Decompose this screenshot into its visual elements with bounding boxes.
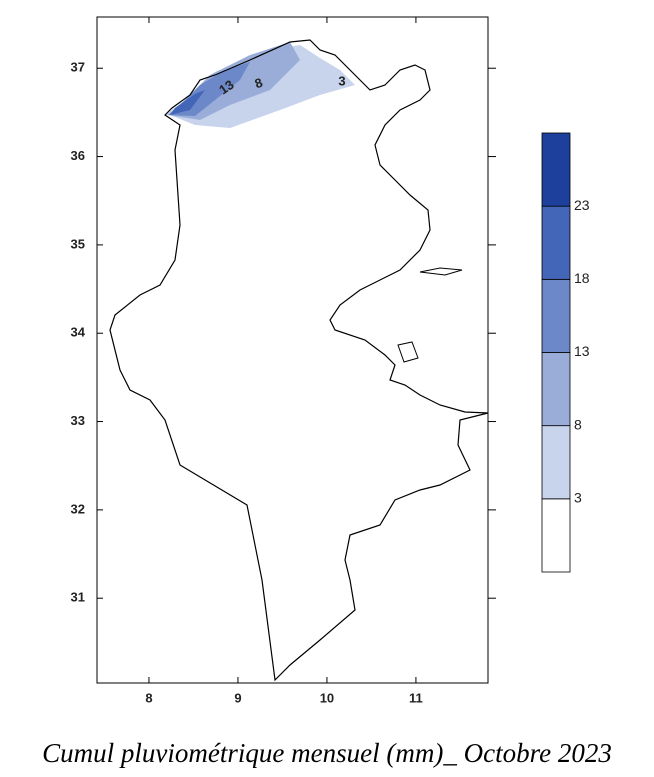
colorbar-bin (541, 498, 571, 573)
y-tick-label: 33 (71, 413, 85, 428)
colorbar-bin (541, 205, 571, 280)
colorbar-label: 3 (574, 490, 582, 506)
x-tick-label: 9 (234, 690, 241, 705)
colorbar-bin (541, 425, 571, 500)
y-tick-label: 34 (71, 325, 86, 340)
y-tick-label: 35 (71, 236, 85, 251)
contour-label: 8 (253, 75, 265, 92)
contour-label: 3 (338, 73, 345, 88)
colorbar-label: 18 (574, 270, 590, 286)
caption: Cumul pluviométrique mensuel (mm)_ Octob… (42, 738, 612, 768)
country-outline (109, 39, 489, 682)
y-tick-label: 37 (71, 60, 85, 75)
island (419, 267, 463, 276)
y-tick-label: 32 (71, 501, 85, 516)
colorbar-bin (541, 278, 571, 353)
colorbar-bin (541, 352, 571, 427)
colorbar-bin (541, 132, 571, 207)
island (397, 341, 419, 363)
colorbar-label: 8 (574, 416, 582, 432)
colorbar-label: 23 (574, 197, 590, 213)
x-tick-label: 8 (145, 690, 152, 705)
rain-field (165, 42, 355, 128)
colorbar-label: 13 (574, 343, 590, 359)
y-tick-label: 36 (71, 148, 85, 163)
x-tick-label: 11 (409, 690, 423, 705)
contour-label: 13 (216, 77, 236, 98)
x-tick-label: 10 (320, 690, 334, 705)
rain-band (170, 90, 205, 115)
map-frame (96, 16, 489, 684)
y-tick-label: 31 (71, 590, 85, 605)
